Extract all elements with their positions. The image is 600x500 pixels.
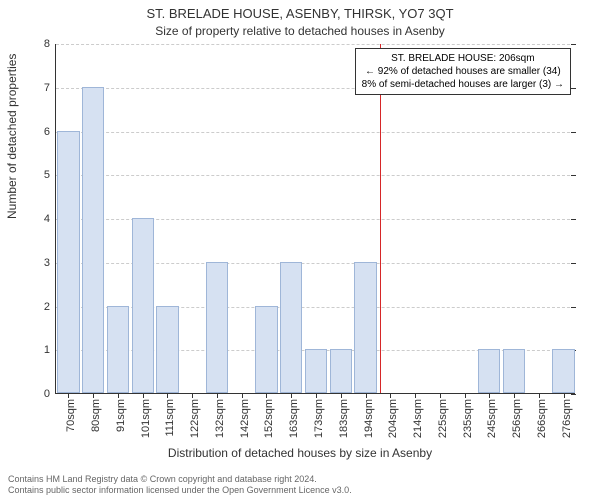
x-tick-label: 163sqm (288, 399, 300, 438)
x-tick-mark (192, 393, 193, 398)
footer-line-1: Contains HM Land Registry data © Crown c… (8, 474, 352, 485)
reference-line (380, 44, 381, 393)
annotation-line: ST. BRELADE HOUSE: 206sqm (362, 52, 564, 65)
y-tick-mark (571, 175, 576, 176)
x-tick-label: 91sqm (115, 399, 127, 432)
x-tick-mark (564, 393, 565, 398)
grid-line (56, 44, 575, 45)
x-tick-mark (167, 393, 168, 398)
grid-line (56, 132, 575, 133)
x-tick-mark (514, 393, 515, 398)
bar (82, 87, 104, 393)
x-tick-label: 194sqm (363, 399, 375, 438)
footer-line-2: Contains public sector information licen… (8, 485, 352, 496)
x-tick-mark (242, 393, 243, 398)
y-tick-label: 5 (44, 169, 56, 181)
bar (280, 262, 302, 393)
y-tick-mark (571, 44, 576, 45)
x-tick-mark (291, 393, 292, 398)
x-tick-label: 266sqm (536, 399, 548, 438)
x-tick-mark (118, 393, 119, 398)
bar (107, 306, 129, 394)
y-tick-label: 3 (44, 257, 56, 269)
x-tick-mark (93, 393, 94, 398)
bar (255, 306, 277, 394)
y-tick-label: 2 (44, 301, 56, 313)
chart-title-main: ST. BRELADE HOUSE, ASENBY, THIRSK, YO7 3… (0, 6, 600, 21)
chart-title-sub: Size of property relative to detached ho… (0, 24, 600, 38)
x-tick-label: 142sqm (239, 399, 251, 438)
annotation-line: 8% of semi-detached houses are larger (3… (362, 78, 564, 91)
x-tick-mark (366, 393, 367, 398)
bar (156, 306, 178, 394)
bar (478, 349, 500, 393)
x-tick-label: 70sqm (65, 399, 77, 432)
y-tick-label: 7 (44, 82, 56, 94)
x-tick-label: 245sqm (486, 399, 498, 438)
bar (132, 218, 154, 393)
y-tick-label: 8 (44, 38, 56, 50)
footer-text: Contains HM Land Registry data © Crown c… (8, 474, 352, 496)
x-tick-mark (266, 393, 267, 398)
x-tick-mark (415, 393, 416, 398)
x-tick-mark (316, 393, 317, 398)
x-tick-label: 276sqm (561, 399, 573, 438)
x-tick-mark (217, 393, 218, 398)
bar (330, 349, 352, 393)
y-tick-label: 0 (44, 388, 56, 400)
bar (503, 349, 525, 393)
x-tick-mark (341, 393, 342, 398)
bar (552, 349, 574, 393)
x-axis-label: Distribution of detached houses by size … (0, 446, 600, 460)
x-tick-label: 132sqm (214, 399, 226, 438)
x-tick-label: 225sqm (437, 399, 449, 438)
x-tick-label: 173sqm (313, 399, 325, 438)
x-tick-mark (440, 393, 441, 398)
x-tick-mark (143, 393, 144, 398)
x-tick-label: 111sqm (164, 399, 176, 437)
x-tick-mark (539, 393, 540, 398)
y-tick-mark (571, 307, 576, 308)
x-tick-label: 204sqm (387, 399, 399, 438)
y-tick-mark (571, 88, 576, 89)
y-tick-label: 1 (44, 344, 56, 356)
y-tick-mark (571, 263, 576, 264)
x-tick-label: 152sqm (263, 399, 275, 438)
x-tick-label: 214sqm (412, 399, 424, 438)
bar (206, 262, 228, 393)
grid-line (56, 175, 575, 176)
chart-container: ST. BRELADE HOUSE, ASENBY, THIRSK, YO7 3… (0, 0, 600, 500)
y-tick-label: 6 (44, 126, 56, 138)
bar (354, 262, 376, 393)
y-axis-label: Number of detached properties (5, 54, 19, 219)
x-tick-mark (465, 393, 466, 398)
x-tick-label: 256sqm (511, 399, 523, 438)
x-tick-label: 101sqm (140, 399, 152, 438)
y-tick-mark (571, 219, 576, 220)
x-tick-mark (489, 393, 490, 398)
bar (57, 131, 79, 394)
x-tick-label: 80sqm (90, 399, 102, 432)
plot-area: 01234567870sqm80sqm91sqm101sqm111sqm122s… (55, 44, 575, 394)
bar (305, 349, 327, 393)
x-tick-label: 122sqm (189, 399, 201, 438)
annotation-box: ST. BRELADE HOUSE: 206sqm← 92% of detach… (355, 48, 571, 95)
x-tick-mark (68, 393, 69, 398)
x-tick-label: 183sqm (338, 399, 350, 438)
annotation-line: ← 92% of detached houses are smaller (34… (362, 65, 564, 78)
y-tick-mark (571, 132, 576, 133)
x-tick-mark (390, 393, 391, 398)
x-tick-label: 235sqm (462, 399, 474, 438)
y-tick-label: 4 (44, 213, 56, 225)
y-tick-mark (571, 394, 576, 395)
